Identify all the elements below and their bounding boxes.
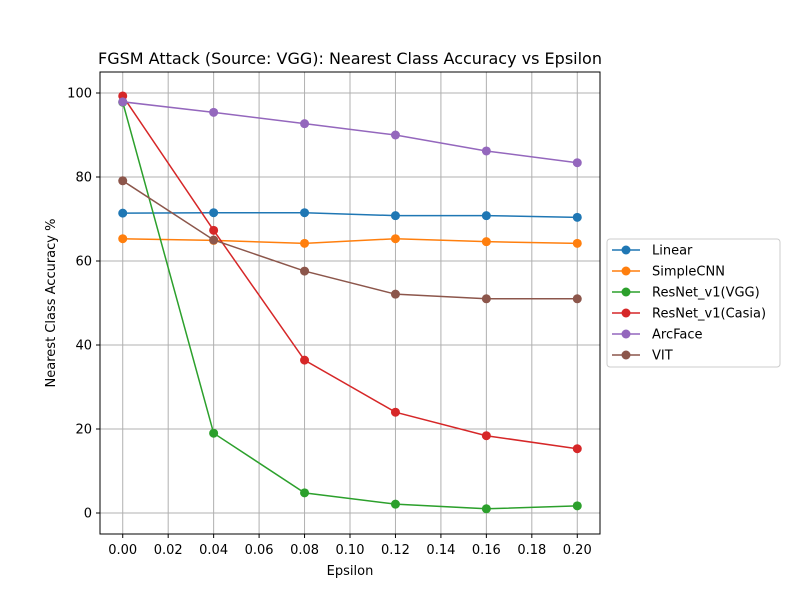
- data-point: [572, 212, 582, 222]
- series-line: [122, 237, 578, 245]
- x-axis-label: Epsilon: [327, 564, 374, 579]
- data-point: [481, 237, 491, 247]
- y-axis-ticks: 0 20 40 60 80 100: [67, 87, 100, 522]
- legend-item-resnet-v1-casia: ResNet_v1(Casia): [612, 307, 766, 322]
- legend-label: SimpleCNN: [652, 265, 725, 280]
- data-point: [481, 504, 491, 514]
- legend-marker: [621, 329, 631, 339]
- data-point: [390, 130, 400, 140]
- data-point: [300, 119, 310, 129]
- data-point: [390, 407, 400, 417]
- y-tick-label: 60: [75, 255, 92, 270]
- data-point: [572, 444, 582, 454]
- legend-box: [606, 238, 781, 368]
- legend-marker: [621, 350, 631, 360]
- legend-item-simplecnn: SimpleCNN: [612, 265, 725, 280]
- x-tick-label: 0.06: [245, 543, 274, 558]
- x-tick-label: 0.20: [563, 543, 592, 558]
- series-line: [122, 211, 578, 219]
- data-point: [390, 234, 400, 244]
- data-point: [572, 501, 582, 511]
- data-point: [300, 488, 310, 498]
- legend-label: VIT: [652, 349, 673, 364]
- series-line: [122, 101, 578, 164]
- y-tick-label: 100: [67, 87, 92, 102]
- y-tick-label: 0: [84, 507, 92, 522]
- data-point: [572, 158, 582, 168]
- data-point: [300, 208, 310, 218]
- legend-marker: [621, 266, 631, 276]
- legend-label: ArcFace: [652, 328, 703, 343]
- data-point: [209, 208, 219, 218]
- data-point: [209, 428, 219, 438]
- legend-marker: [621, 308, 631, 318]
- data-point: [209, 225, 219, 235]
- x-tick-label: 0.14: [426, 543, 455, 558]
- data-point: [209, 107, 219, 117]
- legend-item-linear: Linear: [612, 244, 693, 259]
- x-tick-label: 0.10: [336, 543, 365, 558]
- data-point: [118, 234, 128, 244]
- series-line: [122, 180, 578, 300]
- x-tick-label: 0.08: [290, 543, 319, 558]
- data-point: [390, 289, 400, 299]
- y-axis-label: Nearest Class Accuracy %: [44, 219, 59, 388]
- data-point: [572, 294, 582, 304]
- x-tick-label: 0.00: [108, 543, 137, 558]
- legend-label: Linear: [652, 244, 693, 259]
- x-tick-label: 0.02: [154, 543, 183, 558]
- legend-item-arcface: ArcFace: [612, 328, 703, 343]
- x-tick-label: 0.12: [381, 543, 410, 558]
- x-axis-ticks: 0.00 0.02 0.04 0.06 0.08 0.10 0.12 0.14 0.16 0.18…: [108, 534, 592, 558]
- x-tick-label: 0.04: [199, 543, 228, 558]
- legend: Linear SimpleCNN ResNet_v1(VGG) ResNet_v1(C…: [606, 238, 781, 368]
- legend-label: ResNet_v1(Casia): [652, 307, 766, 322]
- series-linear: [118, 208, 582, 222]
- data-point: [300, 266, 310, 276]
- y-tick-label: 20: [75, 423, 92, 438]
- series-vit: [118, 176, 582, 304]
- legend-item-vit: VIT: [612, 349, 673, 364]
- data-point: [481, 294, 491, 304]
- series-line: [122, 95, 578, 450]
- legend-item-resnet-v1-vgg: ResNet_v1(VGG): [612, 286, 760, 301]
- legend-marker: [621, 287, 631, 297]
- data-point: [390, 211, 400, 221]
- series: [118, 91, 582, 514]
- y-tick-label: 40: [75, 339, 92, 354]
- data-point: [481, 146, 491, 156]
- data-point: [118, 176, 128, 186]
- data-point: [481, 211, 491, 221]
- legend-marker: [621, 245, 631, 255]
- x-tick-label: 0.16: [472, 543, 501, 558]
- series-arcface: [118, 97, 582, 168]
- legend-label: ResNet_v1(VGG): [652, 286, 760, 301]
- series-line: [122, 102, 578, 510]
- data-point: [209, 235, 219, 245]
- data-point: [300, 355, 310, 365]
- data-point: [300, 238, 310, 248]
- data-point: [390, 499, 400, 509]
- data-point: [118, 208, 128, 218]
- data-point: [481, 431, 491, 441]
- chart-title: FGSM Attack (Source: VGG): Nearest Class…: [98, 49, 602, 68]
- y-tick-label: 80: [75, 171, 92, 186]
- data-point: [118, 97, 128, 107]
- data-point: [572, 238, 582, 248]
- x-tick-label: 0.18: [517, 543, 546, 558]
